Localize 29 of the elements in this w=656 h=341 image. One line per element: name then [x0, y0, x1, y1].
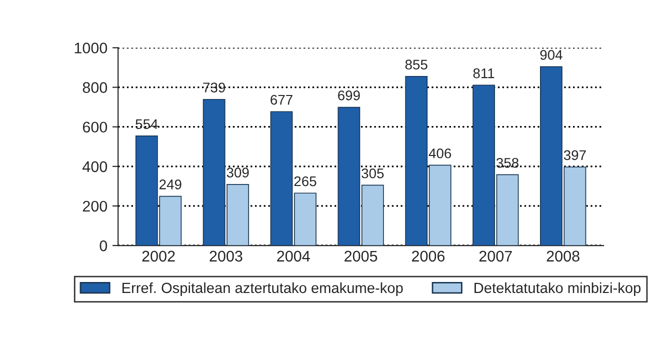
data-label: 305	[362, 168, 384, 178]
data-label: 397	[564, 150, 586, 160]
data-label: 904	[540, 50, 562, 60]
data-label: 265	[294, 176, 316, 186]
y-tick-label: 400	[82, 161, 108, 172]
data-label: 739	[203, 82, 226, 92]
data-label: 811	[473, 68, 494, 78]
x-tick-label: 2005	[344, 250, 378, 262]
y-tick-label: 1000	[74, 42, 108, 54]
x-tick-label: 2004	[277, 250, 310, 262]
y-tick-label: 0	[100, 240, 108, 252]
data-label: 855	[405, 60, 428, 70]
y-tick-label: 800	[82, 82, 108, 93]
x-tick-label: 2006	[412, 250, 445, 262]
data-label: 249	[160, 180, 182, 190]
x-tick-label: 2002	[142, 250, 175, 262]
legend-label: Detektatutako minbizi-kop	[474, 282, 641, 296]
data-label: 677	[270, 94, 292, 105]
data-label: 309	[226, 168, 249, 178]
y-tick-label: 200	[82, 200, 108, 212]
x-tick-label: 2007	[479, 250, 512, 262]
x-tick-label: 2003	[210, 250, 242, 262]
x-tick-label: 2008	[546, 250, 580, 262]
y-tick-label: 600	[82, 122, 108, 133]
data-label: 406	[428, 148, 452, 158]
data-label: 699	[338, 90, 360, 100]
data-label: 554	[136, 119, 158, 130]
legend-label: Erref. Ospitalean aztertutako emakume-kop	[122, 282, 403, 296]
data-label: 358	[496, 158, 518, 168]
